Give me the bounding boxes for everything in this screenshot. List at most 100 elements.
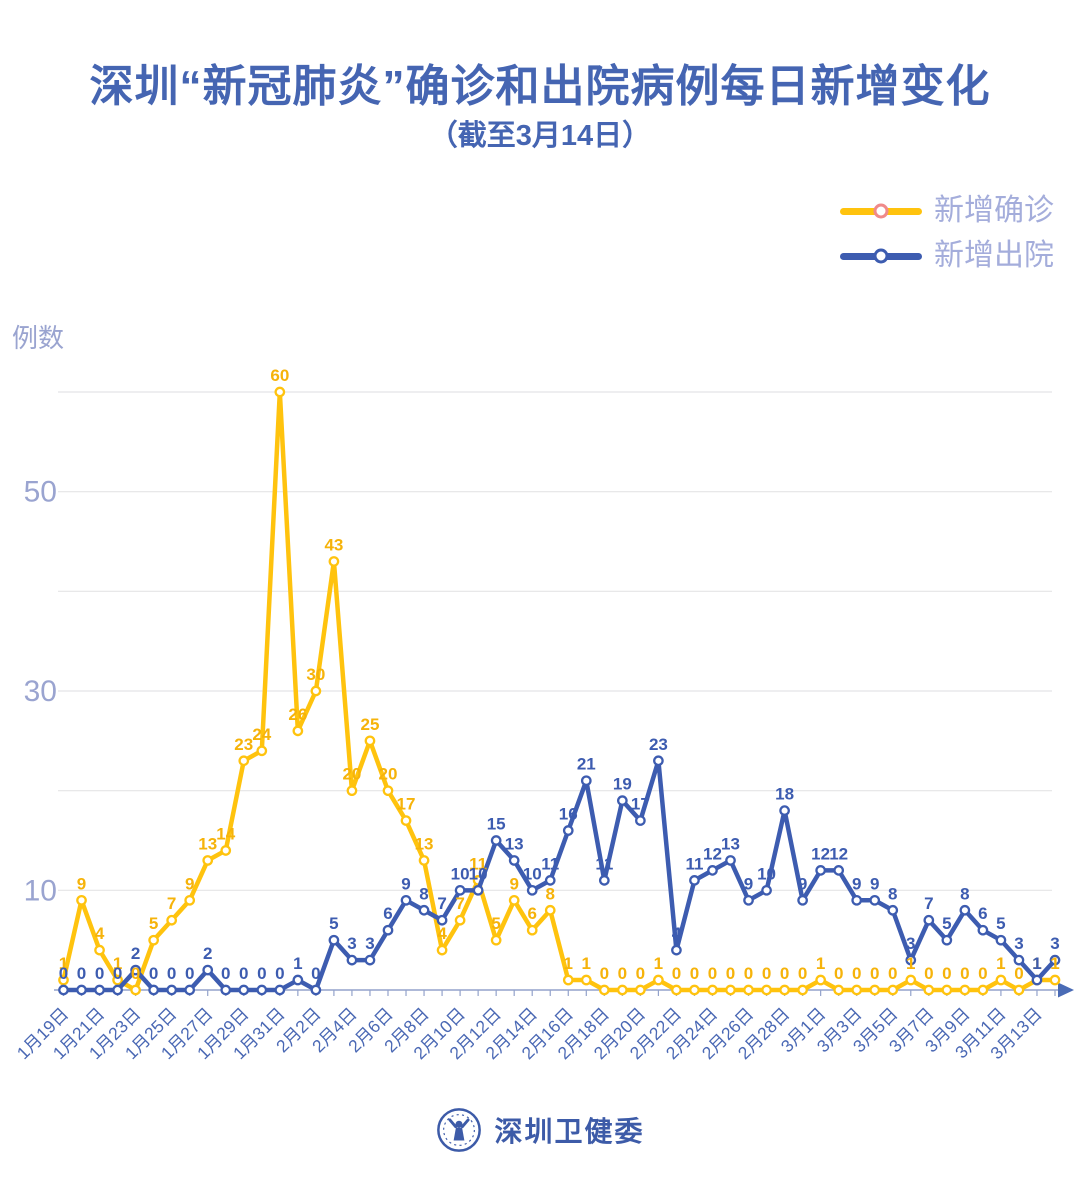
- svg-text:7: 7: [924, 894, 933, 913]
- svg-text:1: 1: [1032, 954, 1041, 973]
- series-new-discharged-marker: [220, 984, 232, 996]
- series-new-confirmed-marker: [382, 785, 394, 797]
- series-new-discharged-marker: [130, 964, 141, 976]
- svg-text:0: 0: [852, 964, 861, 983]
- svg-text:0: 0: [257, 964, 266, 983]
- svg-text:8: 8: [546, 884, 555, 903]
- series-new-discharged-marker: [400, 894, 412, 906]
- legend-item-new-confirmed[interactable]: 新增确诊: [840, 194, 1054, 228]
- series-new-discharged-marker: [184, 984, 196, 996]
- series-new-confirmed-marker: [544, 904, 556, 916]
- svg-text:10: 10: [469, 864, 488, 883]
- svg-text:0: 0: [942, 964, 951, 983]
- confirmed-marker-icon: [873, 203, 889, 219]
- legend-label-new-discharged: 新增出院: [934, 239, 1054, 272]
- svg-text:6: 6: [978, 904, 987, 923]
- svg-text:9: 9: [401, 874, 410, 893]
- footer-brand-text: 深圳卫健委: [494, 1116, 645, 1147]
- svg-text:0: 0: [239, 964, 248, 983]
- series-new-confirmed-marker: [274, 386, 286, 398]
- svg-text:13: 13: [198, 834, 217, 853]
- series-new-confirmed-marker: [202, 855, 214, 866]
- svg-text:30: 30: [306, 665, 325, 684]
- svg-text:0: 0: [167, 964, 176, 983]
- svg-text:50: 50: [24, 476, 57, 509]
- series-new-confirmed-marker: [436, 944, 448, 956]
- svg-text:0: 0: [1014, 964, 1023, 983]
- svg-text:0: 0: [672, 964, 681, 983]
- series-new-confirmed-marker: [851, 984, 863, 996]
- series-new-confirmed-marker: [94, 944, 105, 956]
- svg-text:0: 0: [888, 964, 897, 983]
- series-new-discharged-marker: [779, 805, 790, 816]
- series-new-confirmed-marker: [346, 785, 358, 797]
- series-new-confirmed-marker: [1013, 984, 1025, 996]
- series-new-discharged-marker: [202, 964, 214, 976]
- shenzhen-health-commission-logo-icon: [437, 1108, 482, 1152]
- svg-text:4: 4: [672, 924, 682, 943]
- series-new-discharged-marker: [382, 924, 394, 936]
- svg-text:9: 9: [852, 874, 861, 893]
- svg-text:19: 19: [613, 775, 632, 794]
- svg-text:1: 1: [564, 954, 573, 973]
- series-new-discharged-marker: [94, 984, 105, 996]
- svg-text:0: 0: [95, 964, 104, 983]
- svg-text:3: 3: [906, 934, 915, 953]
- svg-text:0: 0: [780, 964, 789, 983]
- y-axis-tick-labels: 10 30 50: [24, 476, 57, 908]
- legend-item-new-discharged[interactable]: 新增出院: [840, 239, 1054, 273]
- series-new-confirmed-marker: [310, 685, 322, 697]
- svg-text:5: 5: [149, 914, 158, 933]
- svg-text:1: 1: [816, 954, 825, 973]
- svg-text:10: 10: [24, 874, 57, 907]
- series-new-confirmed-marker: [761, 984, 772, 996]
- series-new-confirmed-marker: [959, 984, 971, 996]
- series-new-confirmed-marker: [995, 974, 1007, 986]
- svg-text:4: 4: [95, 924, 105, 943]
- svg-text:14: 14: [216, 824, 235, 843]
- svg-text:26: 26: [288, 705, 307, 724]
- series-new-discharged-marker: [833, 865, 845, 876]
- series-new-confirmed-marker: [707, 984, 718, 996]
- series-new-confirmed-marker: [256, 745, 268, 757]
- discharged-marker-icon: [873, 248, 889, 264]
- svg-text:9: 9: [744, 874, 753, 893]
- series-new-discharged-marker: [274, 984, 286, 996]
- svg-text:23: 23: [649, 735, 668, 754]
- svg-text:30: 30: [24, 675, 57, 708]
- page-subtitle: （截至3月14日）: [428, 120, 652, 152]
- x-axis-arrow-icon: [1058, 982, 1074, 998]
- svg-text:18: 18: [775, 785, 794, 804]
- series-new-confirmed: [58, 386, 1061, 996]
- svg-text:9: 9: [798, 874, 807, 893]
- series-new-confirmed-marker: [815, 974, 826, 986]
- series-new-confirmed-marker: [797, 984, 808, 996]
- svg-text:3: 3: [365, 934, 374, 953]
- series-new-discharged-marker: [166, 984, 178, 996]
- svg-text:20: 20: [342, 765, 361, 784]
- series-new-confirmed-marker: [635, 984, 646, 996]
- series-new-confirmed-marker: [869, 984, 881, 996]
- svg-text:2: 2: [203, 944, 212, 963]
- svg-text:0: 0: [311, 964, 320, 983]
- series-new-confirmed-marker: [220, 845, 232, 856]
- series-new-confirmed-marker: [887, 984, 899, 996]
- series-new-discharged-marker: [851, 894, 863, 906]
- series-new-discharged-marker: [526, 884, 538, 896]
- svg-text:0: 0: [924, 964, 933, 983]
- series-new-confirmed-marker: [833, 984, 845, 996]
- svg-text:0: 0: [870, 964, 879, 983]
- series-new-confirmed-marker: [725, 984, 736, 996]
- svg-text:5: 5: [329, 914, 338, 933]
- series-new-discharged-marker: [941, 934, 953, 946]
- series-new-discharged-marker: [671, 944, 682, 956]
- series-new-discharged-marker: [725, 855, 736, 866]
- svg-text:2: 2: [131, 944, 140, 963]
- svg-text:12: 12: [703, 844, 722, 863]
- svg-text:21: 21: [577, 755, 596, 774]
- series-new-confirmed-marker: [112, 974, 123, 986]
- svg-text:0: 0: [618, 964, 627, 983]
- series-new-discharged-marker: [472, 884, 484, 896]
- series-new-discharged-marker: [797, 894, 808, 906]
- legend-label-new-confirmed: 新增确诊: [934, 194, 1054, 227]
